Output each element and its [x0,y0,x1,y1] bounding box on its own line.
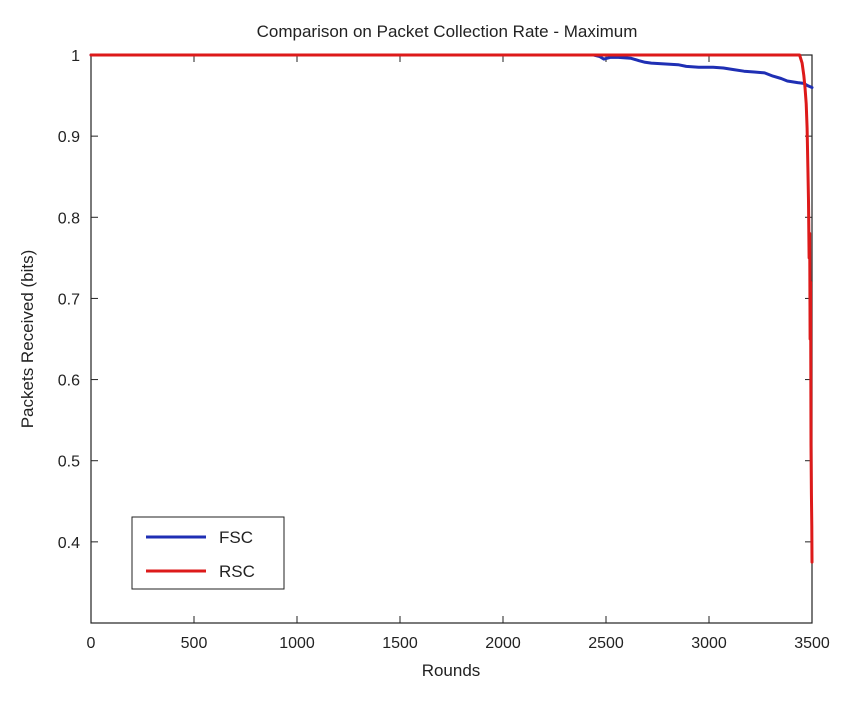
y-tick-label: 1 [71,48,80,65]
series-line-fsc [89,53,814,89]
y-axis-label: Packets Received (bits) [18,250,37,429]
x-tick-label: 2500 [588,635,624,652]
legend-box [131,516,285,590]
y-tick-label: 0.6 [58,373,80,390]
y-tick-label: 0.5 [58,454,80,471]
chart-title: Comparison on Packet Collection Rate - M… [257,22,638,41]
legend-label-fsc: FSC [219,528,253,547]
x-tick-label: 3000 [691,635,727,652]
series-layer [89,53,814,564]
x-tick-label: 2000 [485,635,521,652]
y-axis: 0.4 0.5 0.6 0.7 0.8 0.9 1 [58,48,812,552]
x-tick-label: 1500 [382,635,418,652]
x-tick-label: 1000 [279,635,315,652]
y-tick-label: 0.8 [58,210,80,227]
x-axis-label: Rounds [422,661,481,680]
y-tick-label: 0.9 [58,129,80,146]
x-tick-label: 0 [87,635,96,652]
x-tick-label: 3500 [794,635,830,652]
legend: FSC RSC [131,516,285,590]
series-line-rsc [89,53,814,564]
y-tick-label: 0.7 [58,291,80,308]
y-tick-label: 0.4 [58,535,80,552]
x-tick-label: 500 [181,635,208,652]
legend-label-rsc: RSC [219,562,255,581]
